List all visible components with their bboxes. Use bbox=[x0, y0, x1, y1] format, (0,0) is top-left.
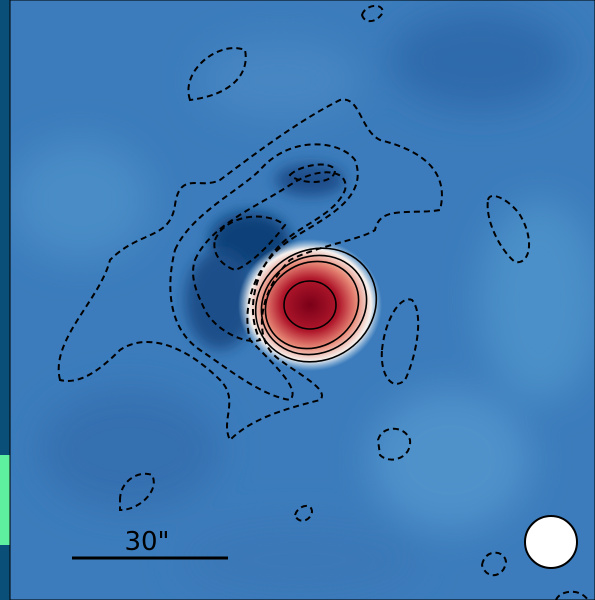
source bbox=[238, 239, 382, 371]
colorbar-highlight bbox=[0, 455, 10, 545]
radio-map: 30" bbox=[0, 0, 595, 600]
beam bbox=[525, 516, 577, 568]
page: 30" (() => { const data = JSON.parse(doc… bbox=[0, 0, 595, 600]
scale-bar-label: 30" bbox=[124, 527, 169, 557]
